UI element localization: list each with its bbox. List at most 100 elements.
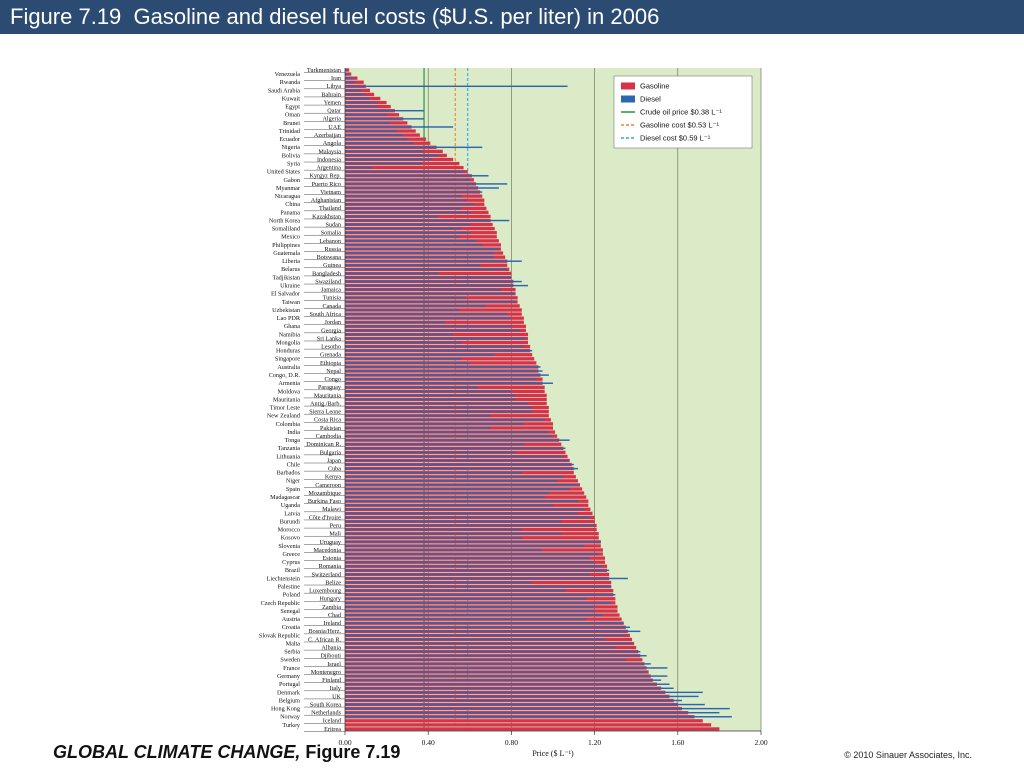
country-label: Côte d'Ivoire [309,514,341,521]
diesel-bar [345,203,474,205]
diesel-bar [345,264,481,267]
diesel-bar [345,256,495,258]
copyright-notice: © 2010 Sinauer Associates, Inc. [844,750,972,760]
country-label: Guatemala [273,250,300,257]
country-label: Belgium [279,697,300,704]
country-label: Paraguay [318,384,342,391]
country-label: Dominican R. [306,441,341,448]
country-label: Panama [280,209,300,216]
diesel-bar [345,390,512,393]
diesel-bar [345,683,670,685]
country-label: Uzbekistan [272,307,300,314]
country-label: Bahrain [321,91,341,98]
country-label: Australia [277,364,300,371]
country-label: France [283,665,300,672]
country-label: Bolivia [282,152,300,159]
diesel-bar [345,134,404,136]
diesel-bar [345,81,356,83]
diesel-bar [345,402,529,405]
diesel-bar [345,284,529,287]
country-label: Sweden [280,657,300,664]
country-label: Puerto Rico [312,181,341,188]
country-label: Belize [325,579,341,586]
diesel-bar [345,557,591,559]
diesel-bar [345,240,477,242]
diesel-bar [345,439,570,441]
country-label: Indonesia [317,156,341,163]
diesel-bar [345,504,553,506]
country-label: Netherlands [311,710,341,717]
country-label: Nepal [326,368,341,375]
country-label: Iran [331,75,341,82]
country-label: Saudi Arabia [268,87,300,94]
diesel-bar [345,288,501,291]
country-label: Philippines [272,242,300,249]
diesel-bar [345,545,585,547]
diesel-bar [345,166,373,169]
diesel-bar [345,520,562,523]
diesel-bar [345,532,562,535]
diesel-bar [345,561,595,563]
diesel-bar [345,195,462,197]
country-label: Peru [330,522,341,529]
diesel-bar [345,406,533,409]
country-label: Eritrea [324,726,341,733]
diesel-bar [345,232,470,234]
country-label: Botswana [317,254,342,261]
country-label: Mauritania [314,392,341,399]
diesel-bar [345,655,647,657]
diesel-bar [345,329,520,332]
diesel-bar [345,516,591,519]
diesel-bar [345,227,462,230]
country-label: Sudan [326,221,341,228]
country-label: Albania [321,645,341,652]
diesel-bar [345,89,362,92]
diesel-bar [345,138,408,140]
country-label: Italy [330,685,342,692]
country-label: Macedonia [314,547,342,554]
country-label: Venezuela [275,71,301,78]
country-label: Somaliland [272,226,301,233]
country-label: Estonia [322,555,341,562]
country-label: Serbia [284,649,300,656]
country-label: South Africa [310,311,342,318]
diesel-bar [345,260,522,262]
diesel-bar [345,354,495,356]
diesel-bar [345,109,425,112]
x-tick-label: 0.80 [505,738,518,747]
diesel-bar [345,650,641,653]
diesel-bar [345,537,522,539]
country-label: Ethiopia [320,360,341,367]
diesel-bar [345,410,533,413]
country-label: Malawi [322,506,341,513]
country-label: Slovak Republic [259,632,300,639]
country-label: Latvia [284,510,300,517]
diesel-bar [345,313,508,315]
country-label: Ukraine [280,283,300,290]
country-label: Libya [327,83,342,90]
diesel-bar [345,606,595,608]
diesel-bar [345,93,366,96]
diesel-bar [345,309,460,311]
country-label: Hong Kong [271,706,300,713]
diesel-bar [345,362,470,364]
diesel-bar [345,467,578,470]
legend-box [613,75,753,149]
diesel-bar [345,667,668,669]
country-label: Brazil [285,567,300,574]
diesel-bar [345,476,564,478]
slide-title: Figure 7.19 Gasoline and diesel fuel cos… [10,4,660,29]
diesel-bar [345,455,564,458]
country-label: Lebanon [319,238,341,245]
country-label: Malta [286,640,301,647]
diesel-bar [345,394,516,397]
country-label: Kuwait [282,95,300,102]
legend-label: Gasoline [640,82,670,91]
x-tick-label: 2.00 [754,738,767,747]
country-label: Morocco [278,527,300,534]
country-label: Argentina [316,165,341,172]
diesel-bar [345,293,516,295]
country-label: Thailand [319,205,342,212]
country-label: Angola [323,140,341,147]
book-title: GLOBAL CLIMATE CHANGE, [53,742,301,762]
